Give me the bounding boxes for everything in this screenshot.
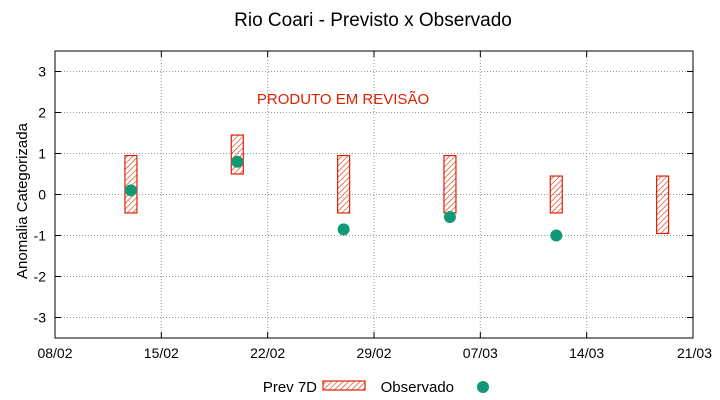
y-tick-label: -1	[34, 228, 47, 244]
x-tick-label: 15/02	[144, 345, 179, 361]
y-tick-label: 0	[38, 187, 46, 203]
y-tick-label: -2	[34, 269, 47, 285]
y-tick-label: -3	[34, 310, 47, 326]
x-tick-label: 21/03	[677, 345, 712, 361]
x-tick-label: 22/02	[250, 345, 285, 361]
x-axis: 08/02 15/02 22/02 29/02 07/03 14/03 21/03	[37, 51, 712, 361]
legend-label-observado: Observado	[381, 379, 454, 396]
forecast-range-box	[337, 154, 351, 214]
y-tick-label: 3	[38, 64, 46, 80]
legend: Prev 7D Observado	[263, 379, 489, 396]
forecast-range-box	[230, 134, 244, 175]
x-tick-label: 14/03	[569, 345, 604, 361]
y-tick-label: 2	[38, 105, 46, 121]
y-axis-label: Anomalia Categorizada	[14, 122, 31, 279]
x-tick-label: 29/02	[356, 345, 391, 361]
forecast-range-box	[549, 175, 563, 214]
observed-point	[231, 155, 244, 168]
grid	[55, 51, 693, 338]
x-tick-label: 08/02	[37, 345, 72, 361]
annotation: PRODUTO EM REVISÃO	[257, 91, 429, 108]
observed-point	[337, 223, 350, 236]
chart-title: Rio Coari - Previsto x Observado	[234, 10, 512, 31]
x-tick-label: 07/03	[463, 345, 498, 361]
observed-point	[124, 184, 137, 197]
observed-point	[443, 211, 456, 224]
forecast-range-box	[443, 154, 457, 214]
legend-label-prev7d: Prev 7D	[263, 379, 317, 396]
legend-swatch-prev7d	[322, 380, 366, 391]
observed-point	[550, 229, 563, 242]
y-axis: 3 2 1 0 -1 -2 -3	[34, 64, 693, 326]
chart-marks	[124, 134, 670, 242]
forecast-range-box	[656, 175, 670, 235]
y-tick-label: 1	[38, 146, 46, 162]
legend-swatch-observado	[477, 381, 489, 393]
forecast-range-box	[124, 154, 138, 214]
